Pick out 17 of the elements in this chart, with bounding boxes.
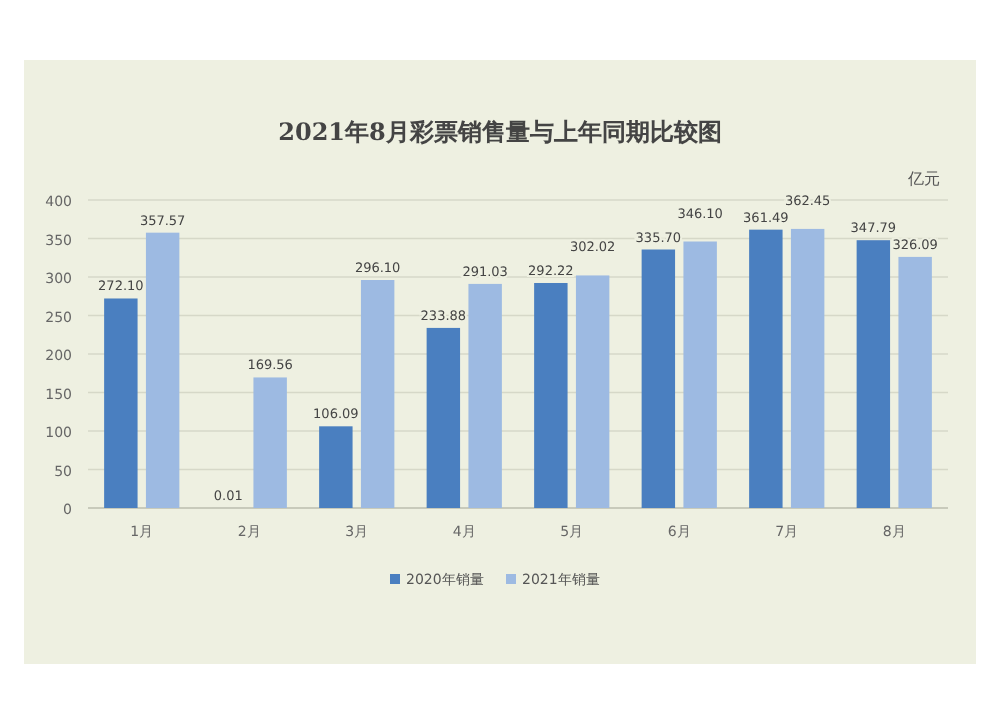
- bar: [898, 256, 932, 508]
- bar: [426, 327, 461, 508]
- bar: [360, 280, 395, 508]
- bar: [319, 426, 353, 508]
- bar: [683, 241, 717, 508]
- bar: [145, 232, 180, 508]
- text: 亿元: [906, 170, 940, 188]
- bar: [856, 240, 891, 508]
- bar: [534, 282, 568, 508]
- bar: [575, 275, 610, 508]
- bar: [790, 228, 825, 508]
- chart-title: 2021年8月彩票销售量与上年同期比较图: [278, 118, 722, 146]
- bar: [104, 298, 138, 508]
- bar: [641, 249, 676, 508]
- bar: [253, 377, 287, 508]
- bar: [468, 283, 502, 508]
- bar: [749, 229, 783, 508]
